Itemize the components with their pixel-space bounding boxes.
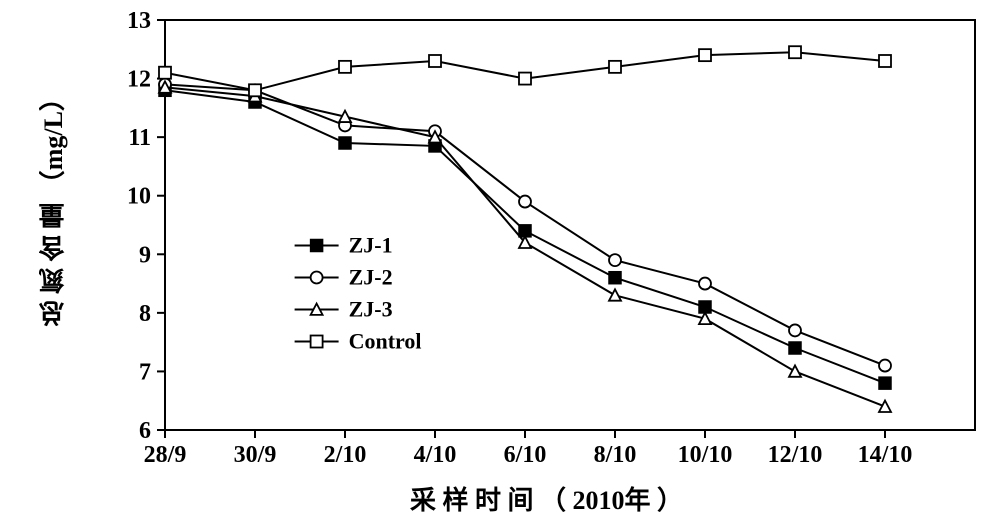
x-tick-label: 2/10: [324, 442, 367, 468]
marker-square-filled: [789, 342, 801, 354]
marker-square-open: [879, 55, 891, 67]
marker-square-open: [519, 73, 531, 85]
marker-square-open: [311, 336, 323, 348]
marker-triangle-open: [879, 401, 891, 412]
marker-square-filled: [879, 377, 891, 389]
x-tick-label: 14/10: [858, 442, 913, 468]
y-tick-label: 8: [139, 301, 151, 327]
marker-circle-open: [311, 272, 323, 284]
marker-square-open: [609, 61, 621, 73]
series-Control: [159, 46, 891, 96]
marker-square-open: [789, 46, 801, 58]
marker-circle-open: [879, 360, 891, 372]
line-chart: 6 7 8 9 10 11 12 13 28/9 30/9 2/10 4/10 6/10 8/10 10/1…: [0, 0, 1000, 524]
y-tick-label: 10: [127, 184, 151, 210]
marker-square-open: [429, 55, 441, 67]
y-tick-label: 6: [139, 418, 151, 444]
y-tick-label: 12: [127, 67, 151, 93]
marker-square-open: [159, 67, 171, 79]
x-tick-label: 6/10: [504, 442, 547, 468]
y-tick-label: 13: [127, 8, 151, 34]
legend-label: ZJ-1: [349, 233, 393, 258]
marker-circle-open: [519, 196, 531, 208]
x-tick-label: 4/10: [414, 442, 457, 468]
marker-triangle-open: [609, 289, 621, 300]
marker-square-filled: [609, 272, 621, 284]
marker-circle-open: [789, 324, 801, 336]
marker-square-filled: [311, 240, 323, 252]
x-tick-label: 12/10: [768, 442, 823, 468]
x-tick-label: 10/10: [678, 442, 733, 468]
y-tick-label: 7: [139, 359, 151, 385]
marker-square-open: [339, 61, 351, 73]
x-tick-label: 30/9: [234, 442, 277, 468]
y-tick-label: 11: [128, 125, 151, 151]
series-ZJ-3: [159, 81, 891, 412]
marker-square-open: [699, 49, 711, 61]
legend: ZJ-1 ZJ-2 ZJ-3 Control: [295, 233, 422, 354]
y-axis-label: 总 氮 含 量 （mg/L）: [35, 85, 72, 326]
legend-label: ZJ-2: [349, 265, 393, 290]
x-axis-label: 采 样 时 间 （ 2010年 ）: [410, 480, 683, 517]
x-tick-label: 8/10: [594, 442, 637, 468]
legend-label: ZJ-3: [349, 297, 393, 322]
marker-circle-open: [699, 278, 711, 290]
marker-square-filled: [339, 137, 351, 149]
x-tick-label: 28/9: [144, 442, 187, 468]
marker-circle-open: [609, 254, 621, 266]
y-tick-label: 9: [139, 242, 151, 268]
chart-container: 6 7 8 9 10 11 12 13 28/9 30/9 2/10 4/10 6/10 8/10 10/1…: [0, 0, 1000, 524]
marker-square-open: [249, 84, 261, 96]
legend-label: Control: [349, 329, 422, 354]
marker-triangle-open: [789, 365, 801, 376]
